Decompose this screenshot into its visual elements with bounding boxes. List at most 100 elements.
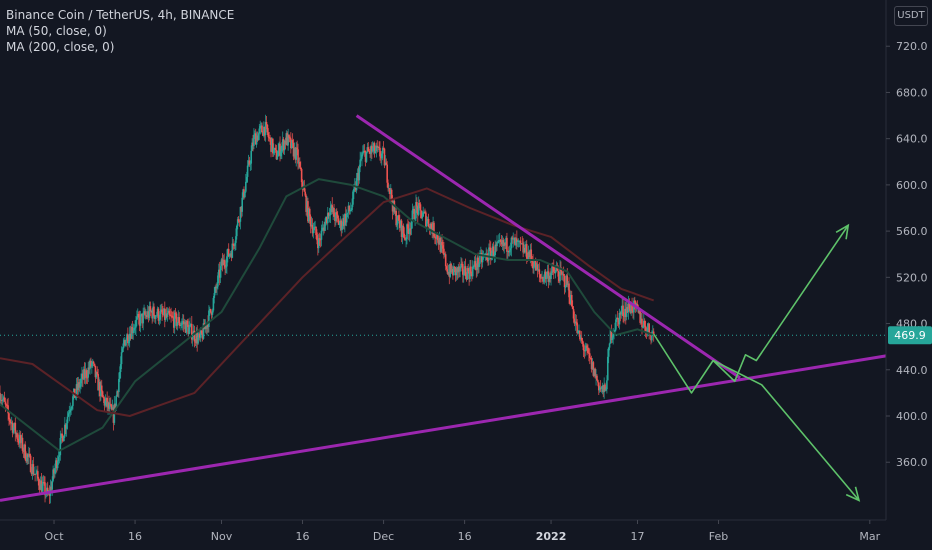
moving-averages-layer [0,178,655,452]
candle [66,411,69,430]
candle [136,310,138,327]
y-tick-label: 680.0 [896,86,928,99]
candle [316,229,318,245]
candle [152,301,154,322]
x-tick-label: Nov [211,530,233,543]
candle [253,128,255,150]
candle [487,253,489,266]
y-tick-label: 520.0 [896,271,928,284]
candle [1,393,4,406]
candle [121,347,124,353]
candle [218,261,221,286]
candle [277,143,280,157]
candle [587,344,589,354]
candle [257,132,260,141]
candle [60,433,63,445]
candle [23,443,26,459]
candle [81,366,83,387]
candle [100,379,103,398]
candle [263,126,266,141]
candle [267,128,270,142]
ma50-legend[interactable]: MA (50, close, 0) [6,24,107,38]
candle [646,323,649,337]
candle [42,475,45,492]
candle [306,196,308,218]
candle [254,128,257,145]
candle [37,465,39,481]
candle [413,205,415,220]
candle [16,430,18,443]
candle [289,136,291,143]
candle [116,389,118,397]
candle [245,173,247,193]
candle [300,167,303,190]
candle [225,258,227,273]
candle [147,306,150,323]
candle [170,307,172,323]
candle [620,305,623,319]
candle [25,451,27,464]
candle [382,141,385,151]
candle [433,221,435,239]
symbol-title[interactable]: Binance Coin / TetherUS, 4h, BINANCE [6,8,235,22]
candle [189,317,191,334]
candle [624,302,627,325]
candle [469,259,471,283]
candle [174,308,177,319]
projection-up[interactable] [653,224,849,394]
candle [194,339,197,347]
candle [217,263,220,284]
candle [509,242,512,256]
ascending-trendline[interactable] [0,354,887,502]
candle [86,369,89,385]
descending-trendline[interactable] [355,114,741,380]
candle [421,210,424,221]
candle [639,310,641,325]
candle [434,234,437,245]
candle [256,131,259,142]
candle [221,253,224,272]
candle [355,172,358,194]
candle [272,143,275,157]
candle [271,136,273,152]
candle [610,324,613,344]
candle [435,233,438,246]
currency-button[interactable]: USDT [894,6,928,26]
x-tick-label: Oct [45,530,65,543]
candle [201,326,204,342]
candle [149,301,152,317]
ma200-legend[interactable]: MA (200, close, 0) [6,40,115,54]
candle [496,235,498,251]
candle [377,145,379,152]
candle [647,322,650,334]
candle [615,314,617,332]
candle [311,218,314,237]
candle [12,424,15,435]
candle [535,262,538,271]
candle [384,155,387,166]
candle [453,263,455,276]
candle [408,222,411,242]
ma50-line[interactable] [0,178,655,452]
y-tick-label: 720.0 [896,40,928,53]
candle [505,235,507,249]
ma200-line[interactable] [0,187,655,417]
projection-down[interactable] [712,359,860,501]
candle [644,320,647,338]
candle [112,405,115,431]
candle [279,136,281,162]
candle [62,434,64,442]
candle [165,307,168,319]
candle [76,377,79,398]
candle [126,333,128,341]
candle [231,236,234,259]
candle [396,215,398,231]
candle [299,161,302,171]
candle [184,319,187,333]
candle [251,138,253,151]
candle [34,473,36,482]
candle [420,210,423,219]
candle [582,341,585,358]
candle [129,325,132,341]
